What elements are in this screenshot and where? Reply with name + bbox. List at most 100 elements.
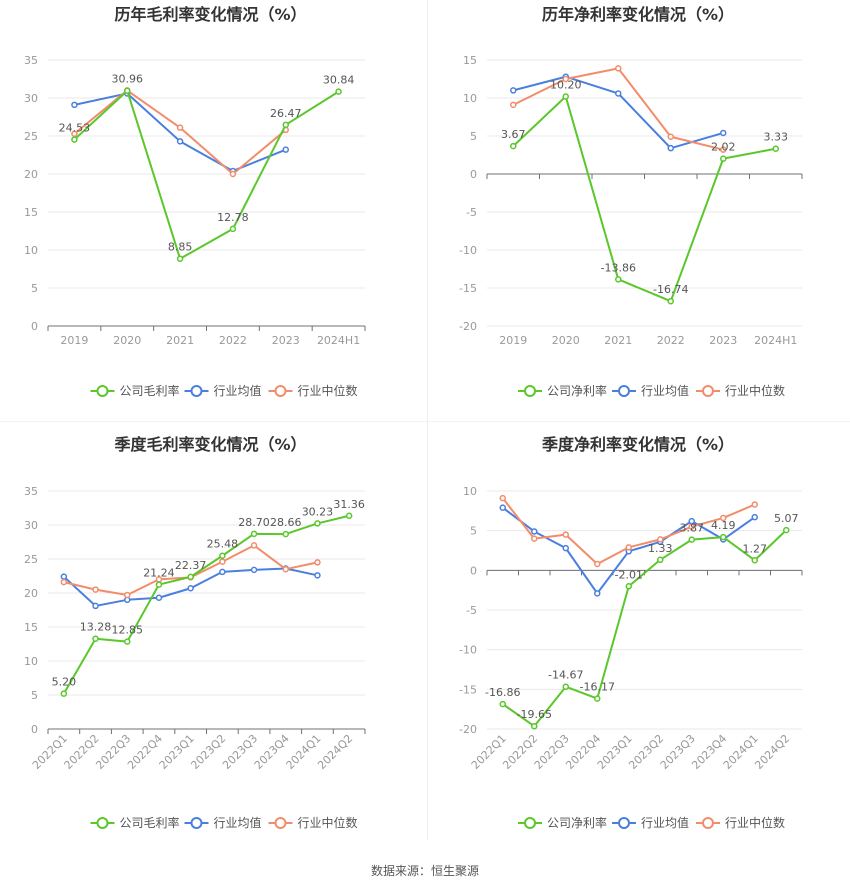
y-tick-label: -5 xyxy=(466,604,477,617)
data-label: -19.65 xyxy=(517,708,552,721)
x-tick-label: 2020 xyxy=(552,334,580,347)
data-point xyxy=(751,557,758,564)
legend-label: 行业中位数 xyxy=(725,383,785,398)
y-tick-label: 10 xyxy=(24,655,38,668)
data-point xyxy=(625,583,632,590)
data-label: -16.86 xyxy=(485,686,520,699)
y-tick-label: 10 xyxy=(463,92,477,105)
data-point xyxy=(594,560,601,568)
data-point xyxy=(71,130,78,137)
y-tick-label: -5 xyxy=(466,206,477,219)
data-point xyxy=(720,129,727,137)
x-tick-label: 2021 xyxy=(604,334,632,347)
y-tick-label: 5 xyxy=(470,525,477,538)
data-label: 30.84 xyxy=(323,74,355,87)
data-point xyxy=(250,566,258,574)
data-point xyxy=(314,520,321,527)
data-point xyxy=(282,121,289,129)
x-tick-label: 2021 xyxy=(166,334,194,347)
legend-marker xyxy=(96,385,109,397)
data-label: 3.67 xyxy=(501,128,526,141)
data-point xyxy=(282,146,289,153)
data-point xyxy=(510,101,517,109)
data-point xyxy=(615,65,622,72)
data-point xyxy=(667,297,674,305)
data-point xyxy=(531,722,538,730)
y-tick-label: -10 xyxy=(459,644,477,657)
data-point xyxy=(594,590,601,597)
data-label: 21.24 xyxy=(143,567,175,580)
data-point xyxy=(562,531,569,538)
data-point xyxy=(667,144,674,152)
y-tick-label: 30 xyxy=(24,519,38,532)
data-point xyxy=(124,87,131,94)
data-point xyxy=(60,578,68,586)
data-label: -16.17 xyxy=(580,681,615,694)
legend-label: 行业中位数 xyxy=(725,815,785,830)
data-point xyxy=(314,559,321,566)
data-label: 24.53 xyxy=(59,122,91,135)
data-point xyxy=(71,101,78,109)
data-label: 4.19 xyxy=(711,519,736,532)
y-tick-label: 0 xyxy=(470,168,477,181)
data-label: 10.20 xyxy=(550,78,582,91)
data-point xyxy=(499,700,506,708)
data-label: 3.33 xyxy=(764,131,789,144)
data-point xyxy=(60,690,68,697)
chart-svg: 历年净利率变化情况（%） -20 -15 -10 -5 0 5 10 15 2019 2020 202… xyxy=(459,5,803,398)
data-label: 3.87 xyxy=(680,522,705,535)
data-point xyxy=(219,568,226,576)
data-point xyxy=(155,594,163,602)
x-tick-label: 2023 xyxy=(272,334,300,347)
data-label: 2.02 xyxy=(711,141,736,154)
legend-marker xyxy=(524,817,536,829)
legend-marker xyxy=(190,817,203,829)
x-tick-label: 2023 xyxy=(709,334,737,347)
x-tick-label: 2019 xyxy=(60,334,88,347)
data-point xyxy=(625,544,632,551)
legend-label: 公司毛利率 xyxy=(120,383,180,398)
y-tick-label: 35 xyxy=(24,485,38,498)
data-point xyxy=(531,528,538,535)
data-point xyxy=(176,255,184,262)
legend-label: 行业均值 xyxy=(641,815,689,830)
data-point xyxy=(688,523,695,530)
y-tick-label: -20 xyxy=(459,320,477,333)
legend-marker xyxy=(274,817,287,829)
annual-gross-margin-chart: 历年毛利率变化情况（%） 0 5 10 15 20 25 30 35 2019 2020 2021 20… xyxy=(0,0,425,420)
y-tick-label: 5 xyxy=(470,130,477,143)
legend-marker xyxy=(702,817,714,829)
quarterly-net-margin-chart: 季度净利率变化情况（%） -20 -15 -10 -5 0 5 10 2022Q1 2022Q2 2… xyxy=(430,430,850,850)
data-point xyxy=(531,535,538,542)
x-tick-label: 2024H1 xyxy=(754,334,797,347)
data-point xyxy=(124,638,131,645)
data-point xyxy=(594,695,601,702)
legend-label: 行业均值 xyxy=(214,815,262,830)
legend-marker xyxy=(702,385,714,397)
chart-title: 历年毛利率变化情况（%） xyxy=(114,5,306,24)
legend-label: 行业均值 xyxy=(214,383,262,398)
y-tick-label: 25 xyxy=(24,130,38,143)
y-tick-label: -15 xyxy=(459,282,477,295)
data-label: 30.96 xyxy=(112,73,144,86)
y-tick-label: 25 xyxy=(24,553,38,566)
data-point xyxy=(562,93,569,100)
series-line xyxy=(502,529,787,728)
y-tick-label: 10 xyxy=(463,485,477,498)
data-label: 5.20 xyxy=(52,676,77,689)
series-line xyxy=(73,89,340,260)
data-label: 25.48 xyxy=(207,538,239,551)
y-tick-label: 0 xyxy=(31,723,38,736)
data-point xyxy=(250,530,258,538)
data-point xyxy=(751,513,758,521)
y-tick-label: 10 xyxy=(24,244,38,257)
data-point xyxy=(615,276,622,283)
y-tick-label: 0 xyxy=(31,320,38,333)
data-point xyxy=(720,146,727,153)
chart-svg: 季度毛利率变化情况（%）051015202530352022Q12022Q220… xyxy=(24,435,366,830)
legend-label: 行业中位数 xyxy=(298,383,358,398)
data-label: 22.37 xyxy=(175,559,207,572)
data-point xyxy=(92,586,99,593)
legend-marker xyxy=(274,385,287,397)
series-line xyxy=(512,67,724,151)
